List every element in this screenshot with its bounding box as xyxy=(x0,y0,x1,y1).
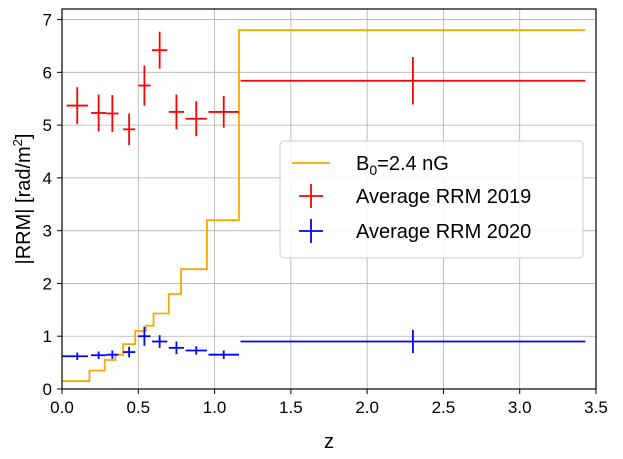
data-point xyxy=(123,346,136,358)
data-point xyxy=(168,94,185,130)
data-point xyxy=(138,326,151,346)
y-axis-label-close: ] xyxy=(13,134,35,140)
legend-2019-marker xyxy=(299,184,323,208)
x-tick-label: 1.5 xyxy=(279,398,303,417)
legend-2019-label: Average RRM 2019 xyxy=(356,186,531,208)
data-point xyxy=(240,329,586,354)
x-tick-label: 0.5 xyxy=(126,398,150,417)
data-point xyxy=(152,335,168,348)
data-point xyxy=(185,346,207,355)
errorbar-series-2019 xyxy=(66,31,586,146)
data-point xyxy=(208,350,239,359)
legend-2020-label: Average RRM 2020 xyxy=(356,221,531,243)
x-tick-label: 0.0 xyxy=(50,398,74,417)
y-tick-label: 6 xyxy=(43,63,52,82)
data-point xyxy=(168,341,185,355)
y-tick-label: 2 xyxy=(43,274,52,293)
errorbar-series-2020 xyxy=(62,326,586,360)
data-point xyxy=(138,65,151,106)
data-point xyxy=(208,96,239,128)
y-axis-label-main: |RRM| [rad/m xyxy=(13,146,35,264)
legend-step-label-suffix: =2.4 nG xyxy=(377,153,449,175)
data-point xyxy=(106,350,119,359)
y-tick-label: 3 xyxy=(43,222,52,241)
x-tick-label: 3.5 xyxy=(584,398,608,417)
y-tick-label: 5 xyxy=(43,116,52,135)
data-point xyxy=(90,94,107,132)
y-tick-label: 0 xyxy=(43,380,52,399)
x-tick-label: 2.5 xyxy=(432,398,456,417)
legend-step-label-sub: 0 xyxy=(369,162,377,178)
data-point xyxy=(90,351,107,359)
data-point xyxy=(66,87,88,125)
data-point xyxy=(185,101,207,137)
y-axis-label: |RRM| [rad/m2] xyxy=(10,134,35,265)
legend-step-label: B0=2.4 nG xyxy=(356,153,449,178)
axis-ticks: 0.0 0.5 1.0 1.5 2.0 2.5 3.0 3.5 0 1 2 3 4 5 6 7 xyxy=(43,11,608,417)
x-tick-label: 1.0 xyxy=(203,398,227,417)
legend: B0=2.4 nG Average RRM 2019 Average RRM 2… xyxy=(279,140,584,259)
b0-step-line xyxy=(62,29,586,382)
legend-2020-marker xyxy=(299,219,323,243)
y-tick-label: 1 xyxy=(43,327,52,346)
y-axis-label-superscript: 2 xyxy=(10,139,25,146)
data-point xyxy=(62,352,88,360)
legend-box xyxy=(279,140,584,259)
data-point xyxy=(152,31,168,69)
x-tick-label: 3.0 xyxy=(508,398,532,417)
x-tick-label: 2.0 xyxy=(355,398,379,417)
errorbar-series xyxy=(62,31,586,360)
plot-frame xyxy=(61,8,597,390)
y-tick-label: 7 xyxy=(43,11,52,30)
x-axis-label: z xyxy=(324,431,334,453)
data-point xyxy=(123,113,136,146)
b0-step-series xyxy=(62,29,586,382)
legend-step-label-prefix: B xyxy=(356,153,369,175)
data-point xyxy=(240,57,586,105)
data-point xyxy=(106,95,119,132)
y-tick-label: 4 xyxy=(43,169,52,188)
